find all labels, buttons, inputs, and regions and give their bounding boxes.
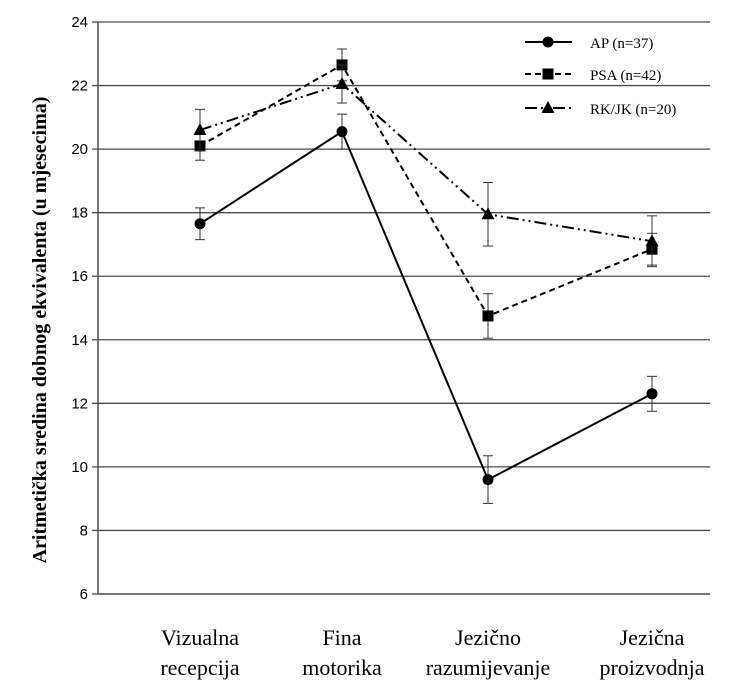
x-category-label-line: Fina xyxy=(322,625,361,650)
legend-label-1: AP (n=37) xyxy=(590,36,653,52)
y-axis-title: Aritmetička sredina dobnog ekvivalenta (… xyxy=(29,97,51,564)
data-point xyxy=(481,207,495,220)
x-category-label-line: proizvodnja xyxy=(599,655,704,680)
x-category-label-line: Jezično xyxy=(455,625,521,650)
legend-entry-2: PSA (n=42) xyxy=(525,68,661,84)
data-point xyxy=(482,474,494,486)
legend-entry-1: AP (n=37) xyxy=(525,36,653,52)
x-category-label-line: motorika xyxy=(302,655,382,680)
legend: AP (n=37) PSA (n=42) RK/JK (n=20) xyxy=(525,36,676,118)
x-category-label-2: Fina motorika xyxy=(302,625,382,680)
y-tick-label-16: 16 xyxy=(71,268,88,285)
y-tick-label-6: 6 xyxy=(80,586,88,603)
y-tick-label-24: 24 xyxy=(71,14,88,31)
series xyxy=(193,48,659,504)
legend-label-2: PSA (n=42) xyxy=(590,68,661,84)
data-point xyxy=(646,388,658,400)
x-category-label-4: Jezična proizvodnja xyxy=(599,625,704,680)
y-tick-label-10: 10 xyxy=(71,459,88,476)
legend-marker-2 xyxy=(542,68,554,80)
data-point xyxy=(194,218,206,230)
series-line-1 xyxy=(199,130,653,481)
x-category-label-line: recepcija xyxy=(160,655,240,680)
data-point xyxy=(336,126,348,138)
series-1 xyxy=(194,113,658,504)
x-category-label-line: Vizualna xyxy=(161,625,239,650)
legend-marker-3 xyxy=(541,101,555,113)
y-tick-labels: 6 8 10 12 14 16 18 20 22 24 xyxy=(71,14,88,603)
data-point xyxy=(482,310,494,322)
legend-entry-3: RK/JK (n=20) xyxy=(525,101,676,118)
y-tick-label-12: 12 xyxy=(71,395,88,412)
y-tick-label-8: 8 xyxy=(80,522,88,539)
x-category-label-line: Jezična xyxy=(620,625,685,650)
axes xyxy=(92,21,710,595)
series-line-2 xyxy=(199,63,653,318)
data-point xyxy=(193,123,207,136)
x-category-labels: Vizualna recepcija Fina motorika Jezično razu… xyxy=(160,625,704,680)
y-tick-label-22: 22 xyxy=(71,78,88,95)
legend-label-3: RK/JK (n=20) xyxy=(590,102,676,118)
series-3 xyxy=(193,64,659,268)
data-point xyxy=(335,76,349,89)
x-category-label-line: razumijevanje xyxy=(426,655,551,680)
grid xyxy=(98,21,710,532)
x-category-label-3: Jezično razumijevanje xyxy=(426,625,551,680)
data-point xyxy=(645,234,659,247)
y-tick-label-14: 14 xyxy=(71,332,88,349)
series-line-3 xyxy=(199,82,653,243)
y-tick-label-20: 20 xyxy=(71,141,88,158)
series-2 xyxy=(194,48,658,339)
y-tick-label-18: 18 xyxy=(71,205,88,222)
legend-marker-1 xyxy=(542,36,554,48)
x-category-label-1: Vizualna recepcija xyxy=(160,625,240,680)
